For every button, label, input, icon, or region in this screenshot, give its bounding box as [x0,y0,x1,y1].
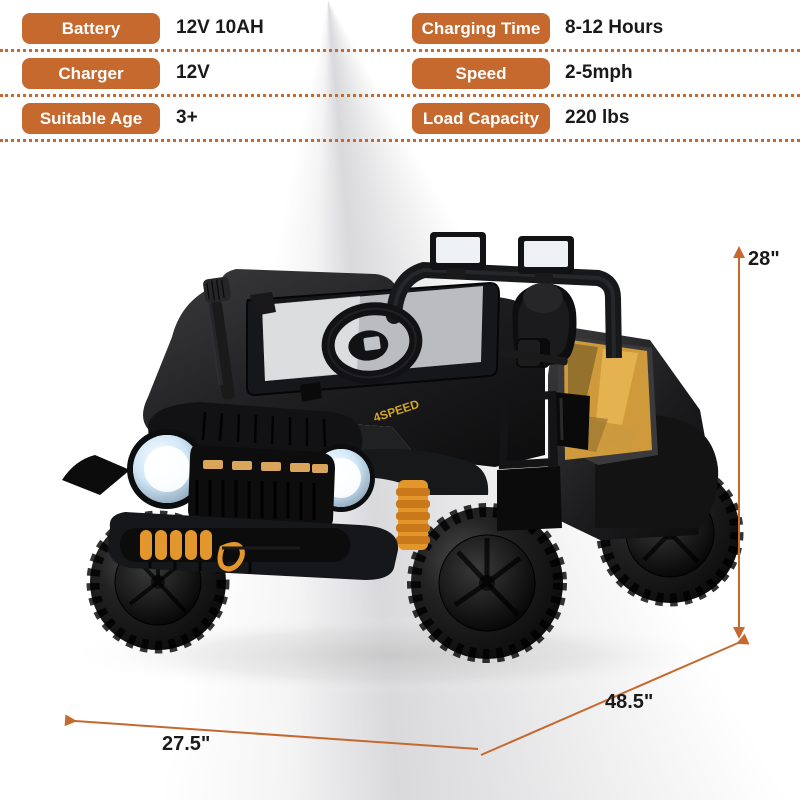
svg-text:27.5": 27.5" [162,733,210,755]
svg-text:48.5": 48.5" [605,691,653,713]
svg-text:28": 28" [748,248,780,270]
